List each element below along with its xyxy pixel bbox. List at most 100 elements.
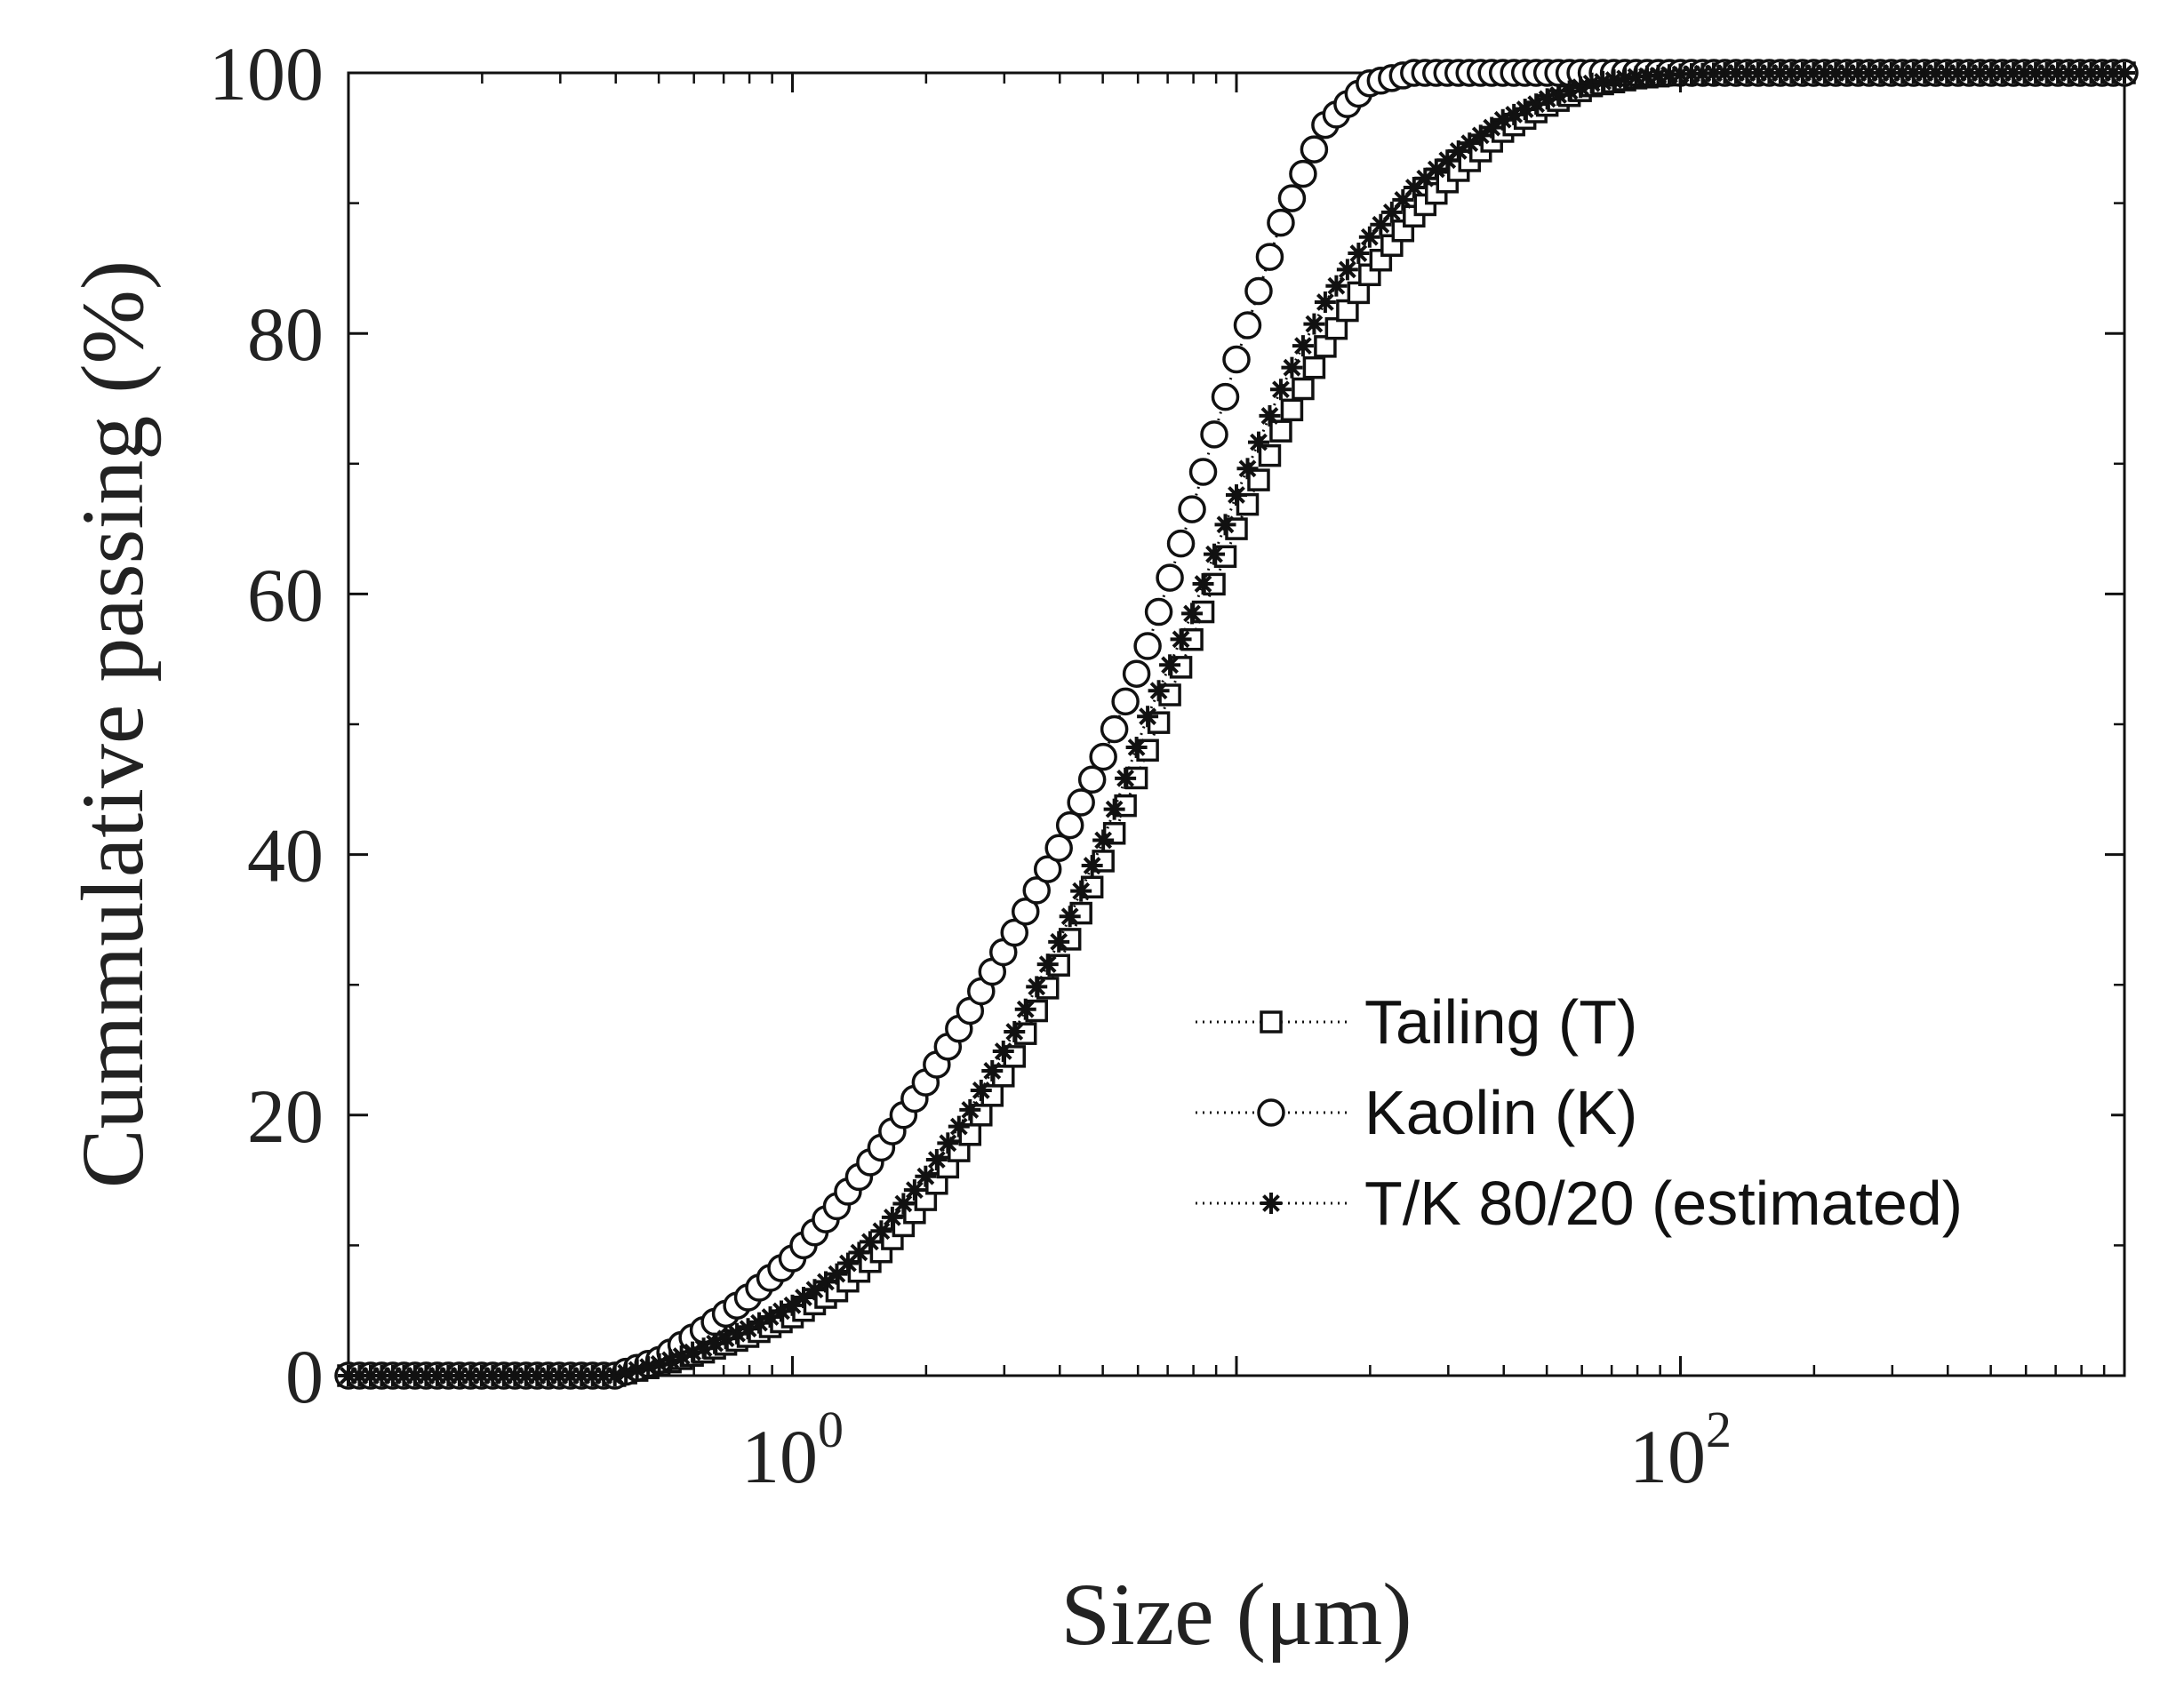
data-point-star xyxy=(1303,313,1325,335)
data-point-circle xyxy=(1144,597,1173,627)
data-point-star xyxy=(1148,680,1170,702)
y-tick-label: 40 xyxy=(247,813,324,898)
data-point-star xyxy=(1125,737,1148,759)
data-point-star xyxy=(1092,829,1115,851)
legend-marker-circle xyxy=(1257,1098,1285,1127)
data-point-star xyxy=(1081,855,1103,877)
data-point-star xyxy=(1259,404,1281,427)
data-point-circle xyxy=(1022,876,1051,905)
data-point-circle xyxy=(1277,184,1307,212)
data-point-square xyxy=(1292,377,1315,401)
legend-label: T/K 80/20 (estimated) xyxy=(1364,1169,1963,1238)
data-point-star xyxy=(1181,603,1204,625)
data-point-circle xyxy=(1089,742,1117,771)
data-point-circle xyxy=(1255,243,1284,271)
data-point-star xyxy=(1336,259,1358,281)
data-point-circle xyxy=(1044,834,1073,863)
data-point-star xyxy=(1004,1020,1026,1042)
data-point-star xyxy=(1236,458,1259,480)
y-tick-label: 80 xyxy=(247,291,324,377)
legend-item: Kaolin (K) xyxy=(1196,1078,1637,1147)
legend-marker-square xyxy=(1260,1010,1283,1034)
data-point-circle xyxy=(1300,135,1329,164)
data-point-circle xyxy=(1289,159,1317,188)
data-point-star xyxy=(870,1220,892,1242)
data-point-star xyxy=(1348,243,1370,265)
data-point-star xyxy=(915,1165,937,1187)
data-point-star xyxy=(1204,543,1226,565)
data-point-star xyxy=(892,1193,915,1215)
data-point-square xyxy=(1302,355,1326,379)
y-axis-title: Cummulative passing (%) xyxy=(63,260,162,1188)
data-point-star xyxy=(637,1356,660,1378)
data-point-star xyxy=(937,1132,959,1154)
data-point-circle xyxy=(1111,687,1140,716)
data-point-circle xyxy=(1233,311,1262,339)
data-point-star xyxy=(959,1098,981,1121)
ticks: 0 20 40 60 80 100 100 102 xyxy=(209,31,2126,1499)
data-point-star xyxy=(992,1040,1014,1062)
data-point-circle xyxy=(1188,458,1218,486)
data-point-circle xyxy=(1067,788,1095,817)
x-axis-title: Size (μm) xyxy=(1060,1565,1412,1664)
data-point-circle xyxy=(1200,420,1228,449)
data-point-star xyxy=(903,1179,925,1201)
data-point-circle xyxy=(1011,897,1040,926)
data-point-star xyxy=(948,1115,970,1137)
legend-item: T/K 80/20 (estimated) xyxy=(1196,1169,1963,1238)
data-point-circle xyxy=(1133,632,1162,660)
data-point-star xyxy=(881,1206,903,1228)
data-point-star xyxy=(1115,767,1137,789)
data-point-star xyxy=(1159,654,1181,676)
y-tick-label: 0 xyxy=(285,1334,324,1419)
y-tick-label: 100 xyxy=(209,31,324,116)
legend: Tailing (T) Kaolin (K) T/K 80/20 (estimate… xyxy=(1156,969,2111,1238)
data-point-star xyxy=(792,1287,814,1309)
data-point-star xyxy=(1214,514,1236,536)
data-point-star xyxy=(1447,140,1469,162)
data-point-star xyxy=(925,1149,948,1171)
data-point-star xyxy=(981,1059,1004,1081)
data-point-circle xyxy=(1055,810,1084,840)
data-point-circle xyxy=(1156,563,1184,592)
data-point-star xyxy=(1170,628,1192,650)
series-star xyxy=(338,62,2135,1386)
data-point-star xyxy=(2114,62,2135,84)
x-tick-label: 102 xyxy=(1629,1401,1732,1499)
y-tick-label: 20 xyxy=(247,1073,324,1159)
data-point-star xyxy=(1014,998,1036,1020)
data-point-star xyxy=(1059,906,1081,928)
data-point-square xyxy=(1280,398,1304,422)
data-point-star xyxy=(804,1279,826,1301)
data-point-star xyxy=(1370,213,1392,235)
data-point-circle xyxy=(1100,714,1129,744)
data-point-circle xyxy=(1077,765,1107,794)
data-point-circle xyxy=(1222,345,1251,374)
data-point-circle xyxy=(1000,918,1028,947)
data-point-star xyxy=(970,1079,992,1101)
data-point-star xyxy=(814,1271,836,1293)
data-point-star xyxy=(1226,483,1247,506)
data-point-circle xyxy=(1178,495,1206,523)
data-point-circle xyxy=(1244,276,1273,306)
data-point-star xyxy=(1048,930,1070,953)
legend-label: Tailing (T) xyxy=(1364,987,1637,1057)
data-point-star xyxy=(1036,954,1059,976)
data-point-star xyxy=(1292,335,1314,357)
data-point-circle xyxy=(1211,382,1240,411)
data-point-star xyxy=(1469,124,1492,147)
data-point-circle xyxy=(1122,659,1151,688)
data-point-star xyxy=(1247,431,1269,453)
data-point-star xyxy=(1325,275,1348,297)
legend-label: Kaolin (K) xyxy=(1364,1078,1637,1147)
data-point-star xyxy=(1103,798,1125,820)
y-tick-label: 60 xyxy=(247,552,324,637)
data-point-circle xyxy=(1166,529,1196,558)
data-point-star xyxy=(1026,976,1048,998)
x-tick-label: 100 xyxy=(741,1401,844,1499)
data-point-star xyxy=(1269,379,1292,401)
data-point-star xyxy=(1137,706,1159,728)
data-point-star xyxy=(1459,132,1481,155)
data-point-circle xyxy=(1267,208,1295,237)
